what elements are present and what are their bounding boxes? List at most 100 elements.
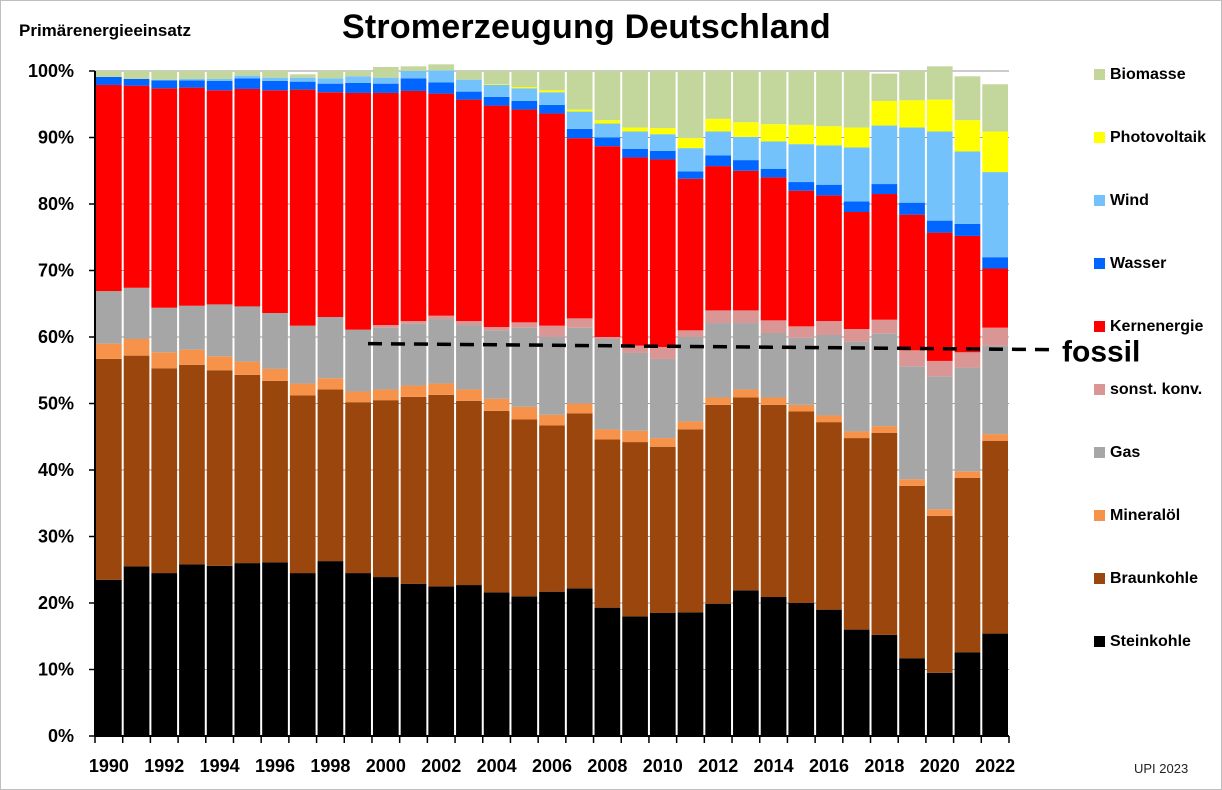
- bar-segment: [871, 432, 898, 635]
- bar-segment: [982, 434, 1008, 441]
- bar-segment: [539, 104, 565, 114]
- x-tick-label: 2022: [975, 756, 1015, 776]
- bar-segment: [705, 166, 732, 311]
- bar-segment: [566, 111, 593, 129]
- bar-segment: [649, 159, 676, 347]
- bar-segment: [511, 327, 538, 407]
- bar-segment: [954, 76, 981, 121]
- bar-segment: [954, 151, 981, 224]
- bar-segment: [566, 318, 593, 328]
- y-tick-label: 60%: [38, 327, 74, 347]
- bar-segment: [123, 85, 150, 288]
- bar-segment: [539, 337, 565, 415]
- bar-segment: [400, 71, 427, 79]
- bar-segment: [899, 71, 925, 101]
- bar-segment: [372, 67, 399, 78]
- bar-segment: [483, 105, 510, 328]
- bar-segment: [899, 350, 925, 367]
- bar-segment: [206, 80, 233, 91]
- bar-segment: [96, 579, 122, 736]
- bar-segment: [954, 477, 981, 653]
- bar-segment: [234, 78, 261, 89]
- bar-segment: [982, 633, 1008, 736]
- bar-segment: [705, 323, 732, 398]
- bar-segment: [262, 77, 288, 81]
- bar-segment: [871, 634, 898, 736]
- bar-segment: [206, 370, 233, 566]
- bar-segment: [594, 439, 621, 608]
- bar-segment: [262, 71, 288, 78]
- bar-segment: [677, 171, 704, 179]
- bar-segment: [372, 92, 399, 326]
- bar-segment: [566, 327, 593, 404]
- bar-segment: [566, 138, 593, 319]
- bar-segment: [760, 71, 787, 125]
- bar-segment: [428, 93, 455, 316]
- legend-label: Braunkohle: [1110, 570, 1198, 587]
- bar-segment: [594, 338, 621, 430]
- bar-segment: [234, 361, 261, 375]
- bar-segment: [151, 71, 178, 80]
- bar-segment: [871, 73, 898, 101]
- bar-segment: [733, 323, 759, 390]
- bar-segment: [483, 84, 510, 97]
- bar-segment: [677, 330, 704, 337]
- bar-segment: [760, 177, 787, 321]
- x-tick-label: 2014: [754, 756, 794, 776]
- bar-segment: [539, 325, 565, 337]
- bar-segment: [151, 88, 178, 308]
- bar-segment: [483, 84, 510, 85]
- bar-segment: [705, 71, 732, 119]
- bar-segment: [733, 397, 759, 591]
- bar-segment: [262, 313, 288, 369]
- bar-segment: [899, 479, 925, 486]
- bar-segment: [123, 71, 150, 79]
- bar-segment: [622, 131, 648, 149]
- bar-segment: [760, 397, 787, 405]
- y-tick-label: 40%: [38, 460, 74, 480]
- x-tick-label: 2012: [698, 756, 738, 776]
- bar-segment: [788, 190, 815, 327]
- legend-swatch: [1094, 132, 1105, 143]
- bar-segment: [483, 410, 510, 593]
- bar-segment: [262, 80, 288, 91]
- bar-segment: [649, 71, 676, 129]
- bar-segment: [871, 125, 898, 185]
- bar-segment: [594, 137, 621, 147]
- bar-segment: [733, 170, 759, 311]
- y-tick-label: 30%: [38, 527, 74, 547]
- bar-segment: [926, 360, 953, 377]
- bar-segment: [649, 438, 676, 447]
- y-tick-label: 100%: [28, 61, 74, 81]
- y-tick-label: 10%: [38, 660, 74, 680]
- bar-segment: [649, 128, 676, 135]
- bar-segment: [289, 77, 316, 82]
- bar-segment: [345, 573, 371, 736]
- bar-segment: [899, 127, 925, 203]
- bar-segment: [649, 150, 676, 160]
- bar-segment: [594, 607, 621, 736]
- bar-segment: [123, 566, 150, 736]
- bar-segment: [123, 355, 150, 567]
- bar-segment: [566, 403, 593, 414]
- bar-segment: [843, 71, 870, 128]
- bar-segment: [733, 136, 759, 161]
- bar-segment: [649, 358, 676, 439]
- bar-segment: [622, 352, 648, 431]
- legend-swatch: [1094, 636, 1105, 647]
- bar-segment: [705, 118, 732, 132]
- bar-segment: [317, 378, 344, 390]
- bar-segment: [982, 172, 1008, 258]
- bar-segment: [622, 430, 648, 443]
- legend-label: Gas: [1110, 444, 1140, 461]
- bar-segment: [179, 78, 205, 81]
- bar-segment: [456, 71, 482, 80]
- x-tick-label: 2010: [643, 756, 683, 776]
- bar-segment: [539, 71, 565, 91]
- bar-segment: [428, 70, 455, 83]
- bar-segment: [428, 315, 455, 320]
- bar-segment: [705, 397, 732, 405]
- bar-segment: [206, 71, 233, 79]
- legend-label: Wasser: [1110, 255, 1166, 272]
